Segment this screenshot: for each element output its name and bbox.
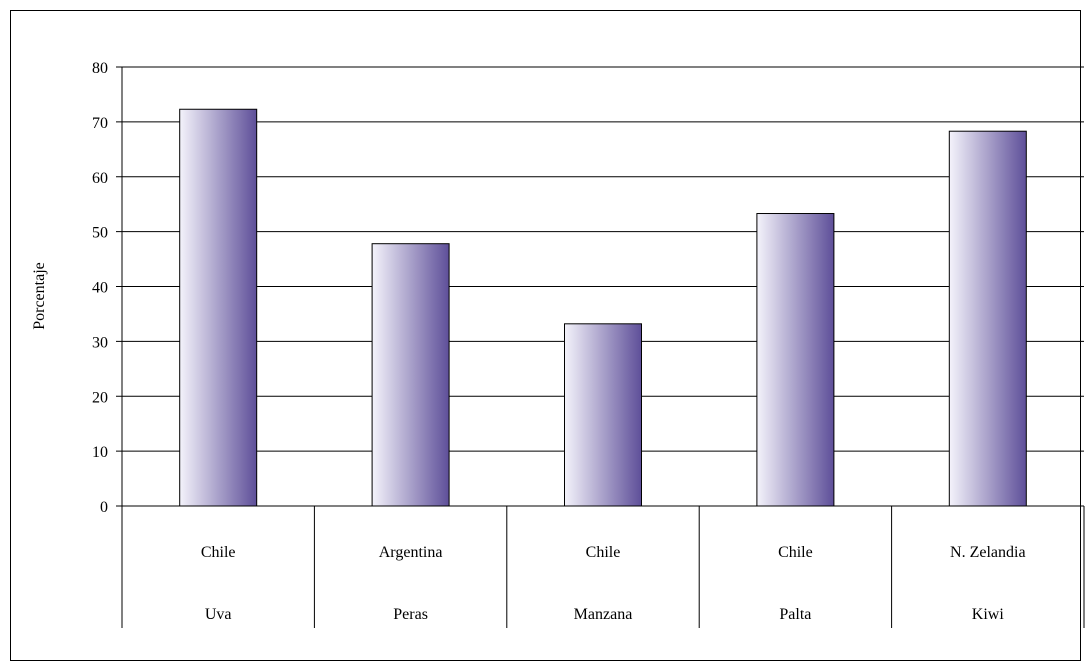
category-product-label: Kiwi bbox=[972, 606, 1005, 623]
category-country-label: N. Zelandia bbox=[950, 544, 1026, 561]
category-country-label: Chile bbox=[201, 544, 236, 561]
category-product-label: Uva bbox=[205, 606, 232, 623]
bar-peras bbox=[371, 243, 450, 507]
category-country-label: Chile bbox=[586, 544, 621, 561]
y-tick-label: 20 bbox=[92, 389, 108, 406]
category-product-label: Manzana bbox=[574, 606, 633, 623]
bar-palta bbox=[756, 213, 835, 507]
y-tick-label: 50 bbox=[92, 225, 108, 242]
category-product-label: Peras bbox=[393, 606, 428, 623]
y-tick-label: 40 bbox=[92, 280, 108, 297]
bar-manzana bbox=[564, 323, 642, 507]
y-tick-label: 70 bbox=[92, 115, 108, 132]
bar-kiwi bbox=[948, 130, 1027, 507]
y-axis-label: Porcentaje bbox=[31, 262, 48, 330]
y-tick-label: 60 bbox=[92, 170, 108, 187]
category-product-label: Palta bbox=[779, 606, 811, 623]
y-tick-label: 30 bbox=[92, 334, 108, 351]
y-tick-label: 0 bbox=[100, 499, 108, 516]
y-tick-label: 80 bbox=[92, 60, 108, 77]
category-country-label: Argentina bbox=[379, 544, 443, 561]
category-country-label: Chile bbox=[778, 544, 813, 561]
y-tick-label: 10 bbox=[92, 444, 108, 461]
bar-uva bbox=[179, 108, 258, 507]
